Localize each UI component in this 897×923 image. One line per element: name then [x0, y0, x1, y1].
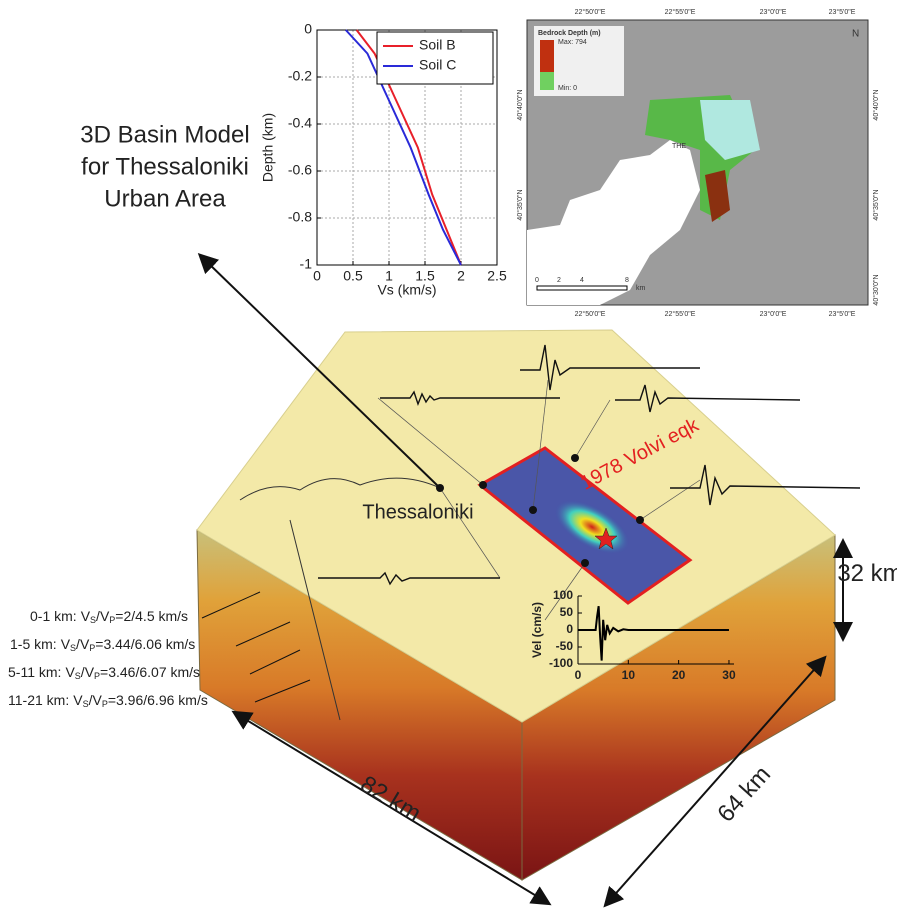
x-tick-label: 20	[672, 668, 686, 682]
layer-part: =3.46/6.07 km/s	[100, 664, 200, 680]
x-tick-label: 30	[722, 668, 736, 682]
y-tick-label: -0.2	[288, 68, 312, 84]
layer-label: 0-1 km:VS/VP=2/4.5 km/s	[30, 608, 188, 626]
map: Bedrock Depth (m) Max: 794 Min: 0 THE N …	[527, 20, 868, 305]
lat-label: 40°40'0"N	[872, 89, 880, 120]
y-tick-label: 50	[560, 605, 574, 619]
lat-label: 40°35'0"N	[516, 189, 524, 220]
lon-label: 22°55'0"E	[665, 8, 696, 16]
x-tick-label: 10	[622, 668, 636, 682]
lon-label: 23°5'0"E	[829, 310, 856, 318]
north: N	[852, 29, 859, 40]
title-line: 3D Basin Model	[80, 121, 249, 148]
layer-label: 11-21 km:VS/VP=3.96/6.96 km/s	[8, 692, 208, 710]
layer-part: =3.44/6.06 km/s	[95, 636, 195, 652]
y-tick-label: -100	[549, 656, 573, 670]
x-tick-label: 0	[313, 268, 321, 284]
layer-part: 5-11 km:	[8, 664, 61, 680]
scale-tick: 2	[557, 277, 561, 284]
legend-label: Soil C	[419, 57, 456, 73]
lon-label: 23°5'0"E	[829, 8, 856, 16]
scale-unit: km	[636, 285, 646, 292]
layer-label: 1-5 km:VS/VP=3.44/6.06 km/s	[10, 636, 195, 654]
lon-label: 22°50'0"E	[575, 8, 606, 16]
y-tick-label: -0.4	[288, 115, 312, 131]
layer-part: 0-1 km:	[30, 608, 77, 624]
legend-label: Soil B	[419, 37, 456, 53]
x-tick-label: 2	[457, 268, 465, 284]
y-tick-label: 100	[553, 588, 573, 602]
lat-label: 40°35'0"N	[872, 189, 880, 220]
title-line: for Thessaloniki	[81, 153, 249, 180]
city-label: Thessaloniki	[362, 501, 473, 523]
x-axis-label: Vs (km/s)	[377, 282, 436, 298]
scale-bar	[537, 286, 627, 290]
lon-label: 22°50'0"E	[575, 310, 606, 318]
y-tick-label: 0	[566, 622, 573, 636]
x-tick-label: 0	[575, 668, 582, 682]
layer-labels: 0-1 km:VS/VP=2/4.5 km/s 1-5 km:VS/VP=3.44…	[8, 608, 208, 710]
layer-part: 1-5 km:	[10, 636, 57, 652]
layer-part: =2/4.5 km/s	[115, 608, 188, 624]
map-max: Max: 794	[558, 39, 587, 46]
scale-tick: 0	[535, 277, 539, 284]
y-tick-label: -0.8	[288, 209, 312, 225]
map-title: Bedrock Depth (m)	[538, 30, 601, 37]
y-axis-label: Depth (km)	[260, 113, 276, 182]
x-tick-label: 0.5	[343, 268, 363, 284]
y-tick-label: -50	[556, 639, 574, 653]
figure: 3D Basin Model for Thessaloniki Urban Ar…	[0, 0, 897, 923]
scale-tick: 4	[580, 277, 584, 284]
x-tick-label: 2.5	[487, 268, 507, 284]
lon-label: 22°55'0"E	[665, 310, 696, 318]
y-tick-label: 0	[304, 21, 312, 37]
map-min: Min: 0	[558, 85, 577, 92]
y-axis-label: Vel (cm/s)	[530, 602, 544, 658]
scale-tick: 8	[625, 277, 629, 284]
layer-part: 11-21 km:	[8, 692, 69, 708]
layer-part: =3.96/6.96 km/s	[108, 692, 208, 708]
y-tick-label: -1	[300, 256, 313, 272]
width-label: 64 km	[712, 761, 776, 828]
lon-label: 23°0'0"E	[760, 310, 787, 318]
lat-label: 40°40'0"N	[516, 89, 524, 120]
dim: 32 km	[837, 560, 897, 587]
map-city: THE	[672, 143, 686, 150]
y-tick-label: -0.6	[288, 162, 312, 178]
depth-label: 32 km	[837, 560, 897, 587]
lon-label: 23°0'0"E	[760, 8, 787, 16]
title-line: Urban Area	[104, 185, 226, 212]
layer-label: 5-11 km:VS/VP=3.46/6.07 km/s	[8, 664, 200, 682]
lat-label: 40°30'0"N	[872, 274, 880, 305]
